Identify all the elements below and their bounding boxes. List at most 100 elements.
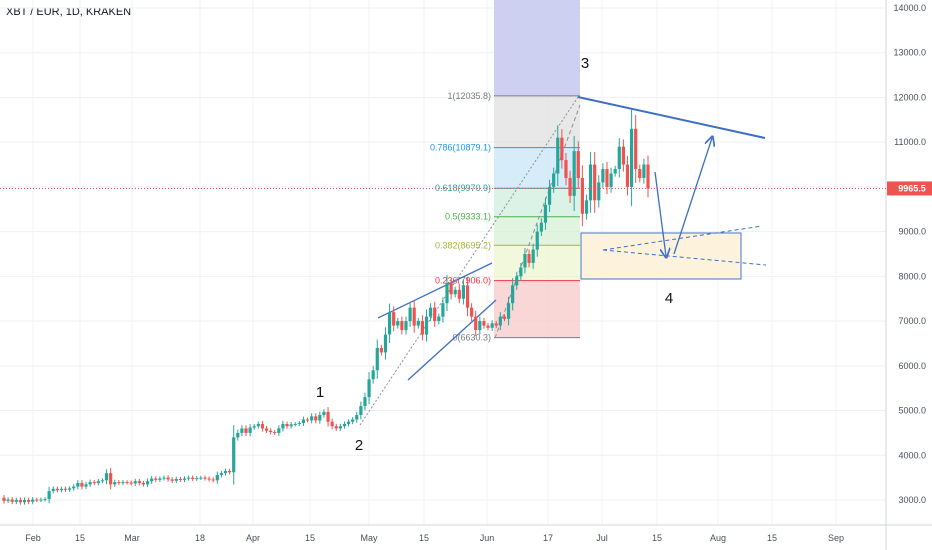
candle-body xyxy=(285,423,289,427)
candle-body xyxy=(441,303,445,317)
candle-body xyxy=(580,177,584,214)
candle-body xyxy=(334,426,338,429)
candle-body xyxy=(416,321,420,326)
candle-body xyxy=(223,470,228,474)
candle-body xyxy=(330,421,334,427)
candle-body xyxy=(68,488,72,490)
fib-extension-band xyxy=(494,0,580,96)
candle-body xyxy=(322,411,326,416)
candle-body xyxy=(121,482,125,484)
fib-level-label: 0.786(10879.1) xyxy=(430,143,491,153)
candle-body xyxy=(76,483,80,487)
candle-body xyxy=(556,137,560,174)
candle-body xyxy=(59,488,64,491)
candle-body xyxy=(80,483,84,487)
candle-body xyxy=(162,477,166,479)
wave-label-4: 4 xyxy=(665,290,673,307)
candle-body xyxy=(297,423,301,425)
candle-body xyxy=(166,477,170,480)
candle-body xyxy=(523,254,527,268)
x-tick-label: Mar xyxy=(124,533,140,543)
candle-body xyxy=(256,423,260,427)
y-tick-label: 7000.0 xyxy=(898,316,926,326)
candle-body xyxy=(453,289,457,295)
candle-body xyxy=(314,416,318,421)
candle-body xyxy=(2,497,6,501)
candle-body xyxy=(96,481,100,484)
candle-body xyxy=(310,416,314,421)
candle-body xyxy=(396,321,400,326)
fib-zone xyxy=(494,280,580,338)
candle-body xyxy=(543,204,548,223)
candle-body xyxy=(125,482,129,484)
x-tick-label: Sep xyxy=(828,533,844,543)
candle-body xyxy=(457,289,461,299)
candle-body xyxy=(182,478,187,480)
up-arrow xyxy=(673,138,712,255)
fib-level-label: 0.382(8695.2) xyxy=(435,240,491,250)
candle-body xyxy=(527,254,531,263)
candle-body xyxy=(55,488,59,491)
candle-body xyxy=(424,316,429,335)
candle-body xyxy=(43,499,47,501)
y-tick-label: 8000.0 xyxy=(898,271,926,281)
candle-body xyxy=(371,370,375,380)
candle-body xyxy=(363,397,367,407)
candle-body xyxy=(51,488,55,492)
drawing-layer xyxy=(359,96,767,426)
candle-body xyxy=(293,423,297,425)
candle-body xyxy=(88,482,92,485)
fib-level-label: 1(12035.8) xyxy=(447,91,491,101)
candle-body xyxy=(539,222,543,232)
projection-line-dotted xyxy=(359,96,579,426)
candle-body xyxy=(39,499,43,501)
wave4-zone-box xyxy=(580,232,742,280)
y-tick-label: 9000.0 xyxy=(898,227,926,237)
candle-body xyxy=(511,285,515,304)
candle-body xyxy=(273,432,277,434)
candle-body xyxy=(478,321,482,331)
triangle-upper-line xyxy=(602,225,763,251)
candle-body xyxy=(174,478,178,481)
candle-body xyxy=(145,481,150,485)
candle-body xyxy=(104,473,109,481)
x-tick-label: May xyxy=(360,533,378,543)
candle-body xyxy=(609,173,613,187)
candle-body xyxy=(379,347,383,353)
candle-body xyxy=(137,481,141,484)
candle-body xyxy=(133,481,137,484)
candle-body xyxy=(572,151,576,196)
candle-body xyxy=(408,307,412,322)
candle-body xyxy=(318,415,322,421)
candle-body xyxy=(186,477,191,479)
candle-body xyxy=(437,316,441,322)
candle-body xyxy=(170,479,174,481)
overlay-layer: 9965.5 1 2 3 4 xyxy=(0,55,932,454)
candle-body xyxy=(498,316,502,326)
candle-body xyxy=(642,164,646,178)
y-tick-label: 12000.0 xyxy=(893,92,926,102)
candle-body xyxy=(588,164,593,201)
candle-body xyxy=(465,285,470,308)
candle-body xyxy=(252,426,256,428)
x-tick-label: Feb xyxy=(25,533,41,543)
symbol-title: XBT / EUR, 1D, KRAKEN xyxy=(6,6,132,18)
candle-body xyxy=(14,500,18,502)
candle-body xyxy=(47,491,51,500)
candle-body xyxy=(260,423,265,429)
candle-body xyxy=(232,437,236,473)
candle-body xyxy=(199,477,203,479)
channel-upper-line xyxy=(377,262,493,319)
candle-body xyxy=(470,307,474,317)
candle-body xyxy=(351,419,355,422)
candle-body xyxy=(191,477,195,479)
y-tick-label: 4000.0 xyxy=(898,450,926,460)
candle-body xyxy=(502,316,507,319)
candle-body xyxy=(248,427,252,433)
candle-body xyxy=(84,484,88,487)
candle-body xyxy=(629,128,634,187)
candle-body xyxy=(35,499,39,501)
candle-body xyxy=(195,478,199,480)
